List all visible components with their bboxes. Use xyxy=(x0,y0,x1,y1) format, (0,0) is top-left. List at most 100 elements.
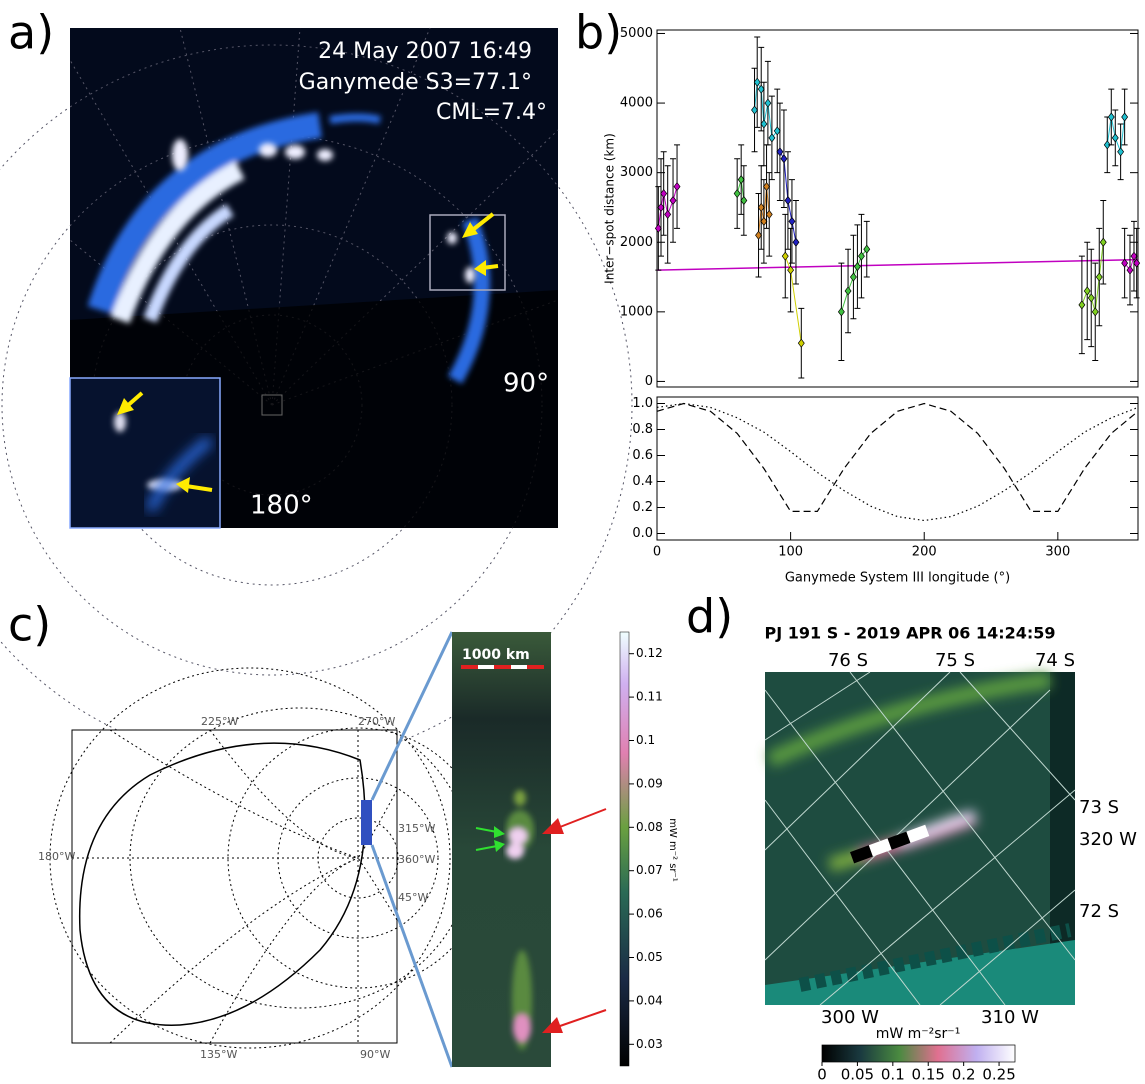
point xyxy=(669,195,677,206)
point xyxy=(788,216,796,226)
point xyxy=(757,202,765,213)
colorbar-tick-label: 0.15 xyxy=(912,1066,945,1084)
strip-image xyxy=(452,632,607,1067)
point xyxy=(1121,112,1129,122)
y-tick-label: 1.0 xyxy=(632,396,653,411)
point xyxy=(660,188,668,199)
x-axis-label: Ganymede System III longitude (°) xyxy=(785,571,1010,586)
point xyxy=(751,105,758,115)
point xyxy=(1087,293,1095,303)
connector xyxy=(1124,254,1138,272)
colorbar-tick-label: 0 xyxy=(817,1066,827,1084)
point xyxy=(1133,258,1141,268)
colorbar-tick-label: 0.25 xyxy=(982,1066,1015,1084)
point xyxy=(737,175,745,185)
grid-label: 310 W xyxy=(981,1007,1039,1028)
point xyxy=(1083,286,1091,296)
point xyxy=(1099,237,1107,247)
y-tick-label: 0.4 xyxy=(632,474,653,489)
grid-label: 72 S xyxy=(1079,901,1119,922)
x-tick-label: 0 xyxy=(653,545,661,560)
panel-label: a) xyxy=(8,6,54,60)
point xyxy=(780,154,788,164)
point xyxy=(844,286,852,296)
point xyxy=(1095,272,1103,282)
annotation: Ganymede S3=77.1° xyxy=(299,70,532,95)
point xyxy=(837,307,845,317)
point xyxy=(664,209,672,219)
line xyxy=(656,402,1139,522)
panel-label: d) xyxy=(686,590,733,644)
point xyxy=(849,272,857,282)
colorbar-tick-label: 0.06 xyxy=(636,907,663,921)
colorbar-tick-label: 0.08 xyxy=(636,820,663,834)
point xyxy=(733,188,741,199)
colorbar-tick-label: 0.09 xyxy=(636,776,663,790)
colorbar-tick-label: 0.07 xyxy=(636,863,663,877)
annotation: CML=7.4° xyxy=(436,100,547,125)
point xyxy=(763,181,770,192)
map-label: 180°W xyxy=(38,850,75,863)
x-tick-label: 200 xyxy=(912,545,937,560)
colorbar-label: mW m⁻²sr⁻¹ xyxy=(876,1026,961,1042)
point xyxy=(792,237,800,247)
colorbar-tick-label: 0.1 xyxy=(636,733,655,747)
uvs-image xyxy=(764,671,1076,1006)
map-label: 270°W xyxy=(358,715,395,728)
grid-label: 75 S xyxy=(935,650,975,671)
grid-label: 320 W xyxy=(1079,829,1137,850)
colorbar-tick-label: 0.1 xyxy=(881,1066,905,1084)
map-label: 90°W xyxy=(360,1048,390,1061)
y-axis-label: Inter−spot distance (km) xyxy=(603,133,617,284)
point xyxy=(1111,133,1119,143)
grid-label: 300 W xyxy=(821,1007,879,1028)
point xyxy=(787,265,795,275)
plot-frame xyxy=(656,396,1139,541)
grid-label: 76 S xyxy=(828,650,868,671)
map-label: 225°W xyxy=(201,715,238,728)
panel-label: b) xyxy=(575,6,622,60)
colorbar-tick-label: 0.12 xyxy=(636,646,663,660)
colorbar xyxy=(619,631,630,1067)
point xyxy=(755,230,762,240)
point xyxy=(781,251,789,261)
colorbar-tick-label: 0.11 xyxy=(636,690,663,704)
x-tick-label: 100 xyxy=(778,545,803,560)
point xyxy=(760,119,768,129)
panel-a-image xyxy=(0,27,633,766)
scale-label: 1000 km xyxy=(462,647,530,663)
point xyxy=(740,195,748,206)
point xyxy=(773,126,781,136)
point xyxy=(1107,112,1115,122)
y-tick-label: 5000 xyxy=(620,26,653,41)
point xyxy=(757,84,765,94)
date: 24 May 2007 16:49 xyxy=(318,39,532,64)
point xyxy=(863,244,871,254)
y-tick-label: 1000 xyxy=(620,304,653,319)
grid-label: 74 S xyxy=(1035,650,1075,671)
point xyxy=(776,147,784,157)
point xyxy=(1121,258,1129,268)
point xyxy=(764,98,772,108)
colorbar-tick-label: 0.05 xyxy=(636,950,663,964)
longitude-label: 90° xyxy=(503,369,549,399)
point xyxy=(853,262,861,272)
point xyxy=(765,209,773,219)
point xyxy=(1091,307,1099,317)
point xyxy=(1126,265,1134,275)
longitude-label: 180° xyxy=(250,491,313,521)
point xyxy=(1103,140,1111,150)
colorbar-label: mW m⁻² sr⁻¹ xyxy=(667,818,678,882)
map-label: 360°W xyxy=(398,853,435,866)
y-tick-label: 3000 xyxy=(620,165,653,180)
point xyxy=(673,181,681,192)
point xyxy=(857,251,865,261)
map-label: 45°W xyxy=(398,891,428,904)
y-tick-label: 0.2 xyxy=(632,500,653,515)
x-tick-label: 300 xyxy=(1045,545,1070,560)
point xyxy=(657,202,665,213)
point xyxy=(760,216,768,226)
point xyxy=(753,77,761,87)
colorbar-tick-label: 0.05 xyxy=(841,1066,874,1084)
